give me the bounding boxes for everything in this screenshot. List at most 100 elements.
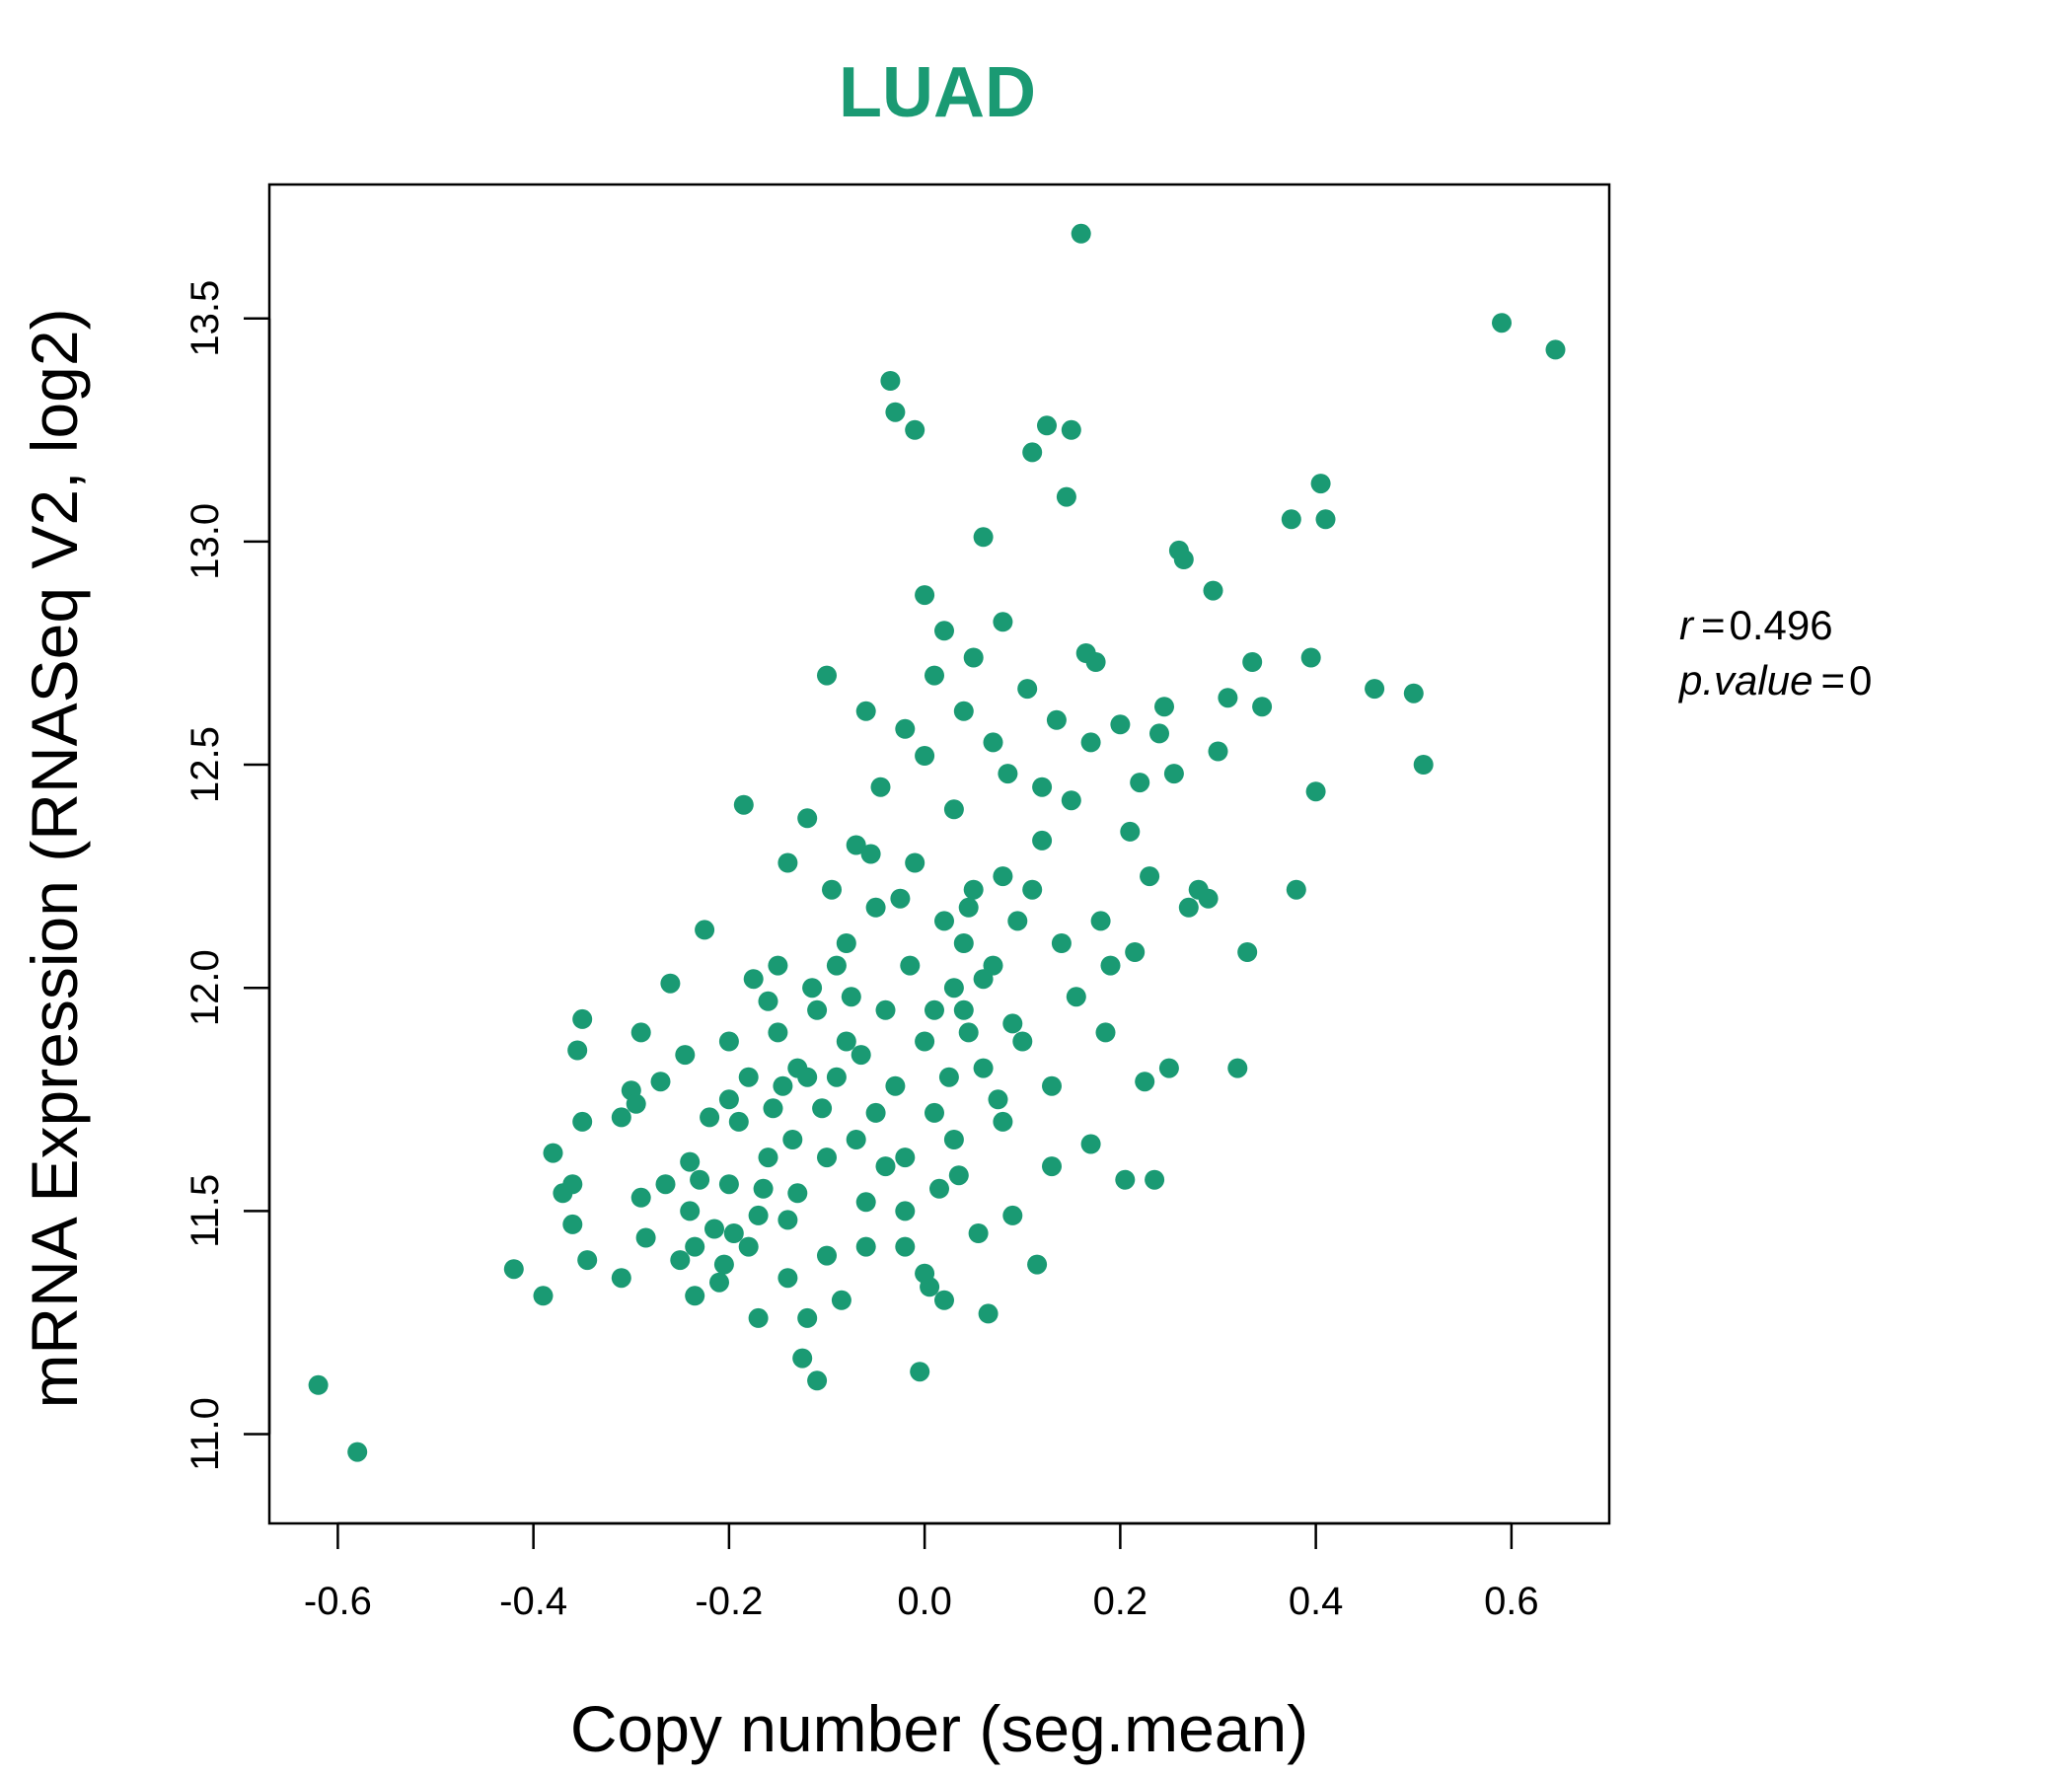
- data-point: [900, 955, 921, 976]
- data-point: [718, 1031, 739, 1052]
- data-point: [1135, 1072, 1155, 1092]
- data-point: [1163, 764, 1184, 784]
- data-point: [915, 585, 935, 606]
- data-point: [885, 1075, 906, 1096]
- data-point: [1198, 888, 1219, 909]
- data-point: [915, 1031, 935, 1052]
- data-point: [998, 764, 1018, 784]
- data-point: [1403, 683, 1424, 703]
- data-point: [768, 1022, 788, 1043]
- data-point: [1061, 419, 1081, 440]
- data-point: [1154, 697, 1174, 717]
- data-point: [738, 1067, 759, 1087]
- data-point: [1032, 830, 1053, 851]
- y-tick-label: 11.0: [184, 1397, 227, 1471]
- data-point: [1061, 790, 1081, 811]
- data-point: [993, 866, 1013, 887]
- data-point: [846, 1130, 866, 1149]
- data-point: [1120, 821, 1141, 842]
- data-point: [685, 1236, 705, 1257]
- data-point: [572, 1008, 593, 1029]
- data-point: [777, 1268, 798, 1289]
- data-point: [680, 1201, 701, 1221]
- data-point: [836, 1031, 856, 1052]
- data-point: [983, 732, 1003, 753]
- data-point: [1080, 1134, 1101, 1154]
- data-point: [728, 1111, 749, 1132]
- data-point: [1300, 647, 1321, 668]
- data-point: [718, 1089, 739, 1110]
- data-point: [743, 969, 764, 990]
- data-point: [777, 852, 798, 873]
- data-point: [905, 852, 925, 873]
- data-point: [958, 897, 979, 918]
- data-point: [777, 1210, 798, 1230]
- data-point: [1286, 879, 1306, 900]
- data-point: [1090, 911, 1111, 931]
- x-tick-label: 0.0: [897, 1580, 952, 1623]
- data-point: [611, 1107, 631, 1128]
- data-point: [822, 879, 842, 900]
- data-point: [855, 701, 876, 721]
- data-point: [1305, 781, 1326, 802]
- data-point: [993, 612, 1013, 632]
- data-point: [738, 1236, 759, 1257]
- data-point: [626, 1093, 646, 1114]
- p-value: 0: [1849, 657, 1872, 703]
- data-point: [817, 665, 837, 686]
- x-tick-label: 0.2: [1093, 1580, 1148, 1623]
- data-point: [1100, 955, 1121, 976]
- data-point: [973, 1058, 994, 1078]
- data-point: [709, 1272, 729, 1293]
- data-point: [855, 1192, 876, 1213]
- data-point: [915, 746, 935, 766]
- x-tick-label: -0.2: [695, 1580, 763, 1623]
- data-point: [655, 1174, 676, 1195]
- data-point: [635, 1227, 656, 1248]
- data-point: [630, 1022, 651, 1043]
- chart-title: LUAD: [839, 53, 1036, 132]
- data-point: [1032, 777, 1053, 797]
- data-point: [1056, 486, 1076, 507]
- data-point: [817, 1147, 837, 1168]
- data-point: [723, 1223, 744, 1243]
- data-point: [895, 1147, 916, 1168]
- y-tick-label: 12.5: [184, 726, 227, 803]
- data-point: [963, 879, 984, 900]
- data-point: [826, 1067, 847, 1087]
- data-point: [1022, 442, 1043, 463]
- p-label: p.value: [1677, 657, 1813, 703]
- data-point: [562, 1174, 583, 1195]
- data-point: [1022, 879, 1043, 900]
- data-point: [993, 1111, 1013, 1132]
- data-point: [1095, 1022, 1116, 1043]
- data-point: [880, 371, 901, 391]
- data-point: [1080, 732, 1101, 753]
- data-point: [988, 1089, 1008, 1110]
- data-point: [533, 1286, 554, 1306]
- x-axis: -0.6 -0.4 -0.2 0.0 0.2 0.4 0.6: [304, 1521, 1539, 1623]
- data-point: [748, 1205, 769, 1225]
- data-point: [973, 969, 994, 990]
- data-point: [846, 835, 866, 855]
- data-point: [768, 955, 788, 976]
- data-point: [1066, 987, 1086, 1007]
- data-point: [611, 1268, 631, 1289]
- y-axis-label: mRNA Expression (RNASeq V2, log2): [18, 308, 91, 1408]
- data-point: [1218, 688, 1238, 708]
- data-point: [910, 1362, 930, 1382]
- data-point: [963, 647, 984, 668]
- r-stat-line: r =0.496: [1679, 602, 1833, 648]
- data-point: [1042, 1075, 1062, 1096]
- data-point: [895, 1236, 916, 1257]
- data-point: [700, 1107, 720, 1128]
- r-value: 0.496: [1730, 602, 1833, 648]
- data-point: [1027, 1254, 1048, 1275]
- data-point: [802, 978, 823, 999]
- data-point: [1492, 313, 1512, 333]
- data-point: [680, 1151, 701, 1172]
- data-point: [1413, 755, 1434, 775]
- data-point: [934, 1290, 954, 1310]
- data-point: [836, 933, 856, 953]
- data-point: [670, 1250, 691, 1271]
